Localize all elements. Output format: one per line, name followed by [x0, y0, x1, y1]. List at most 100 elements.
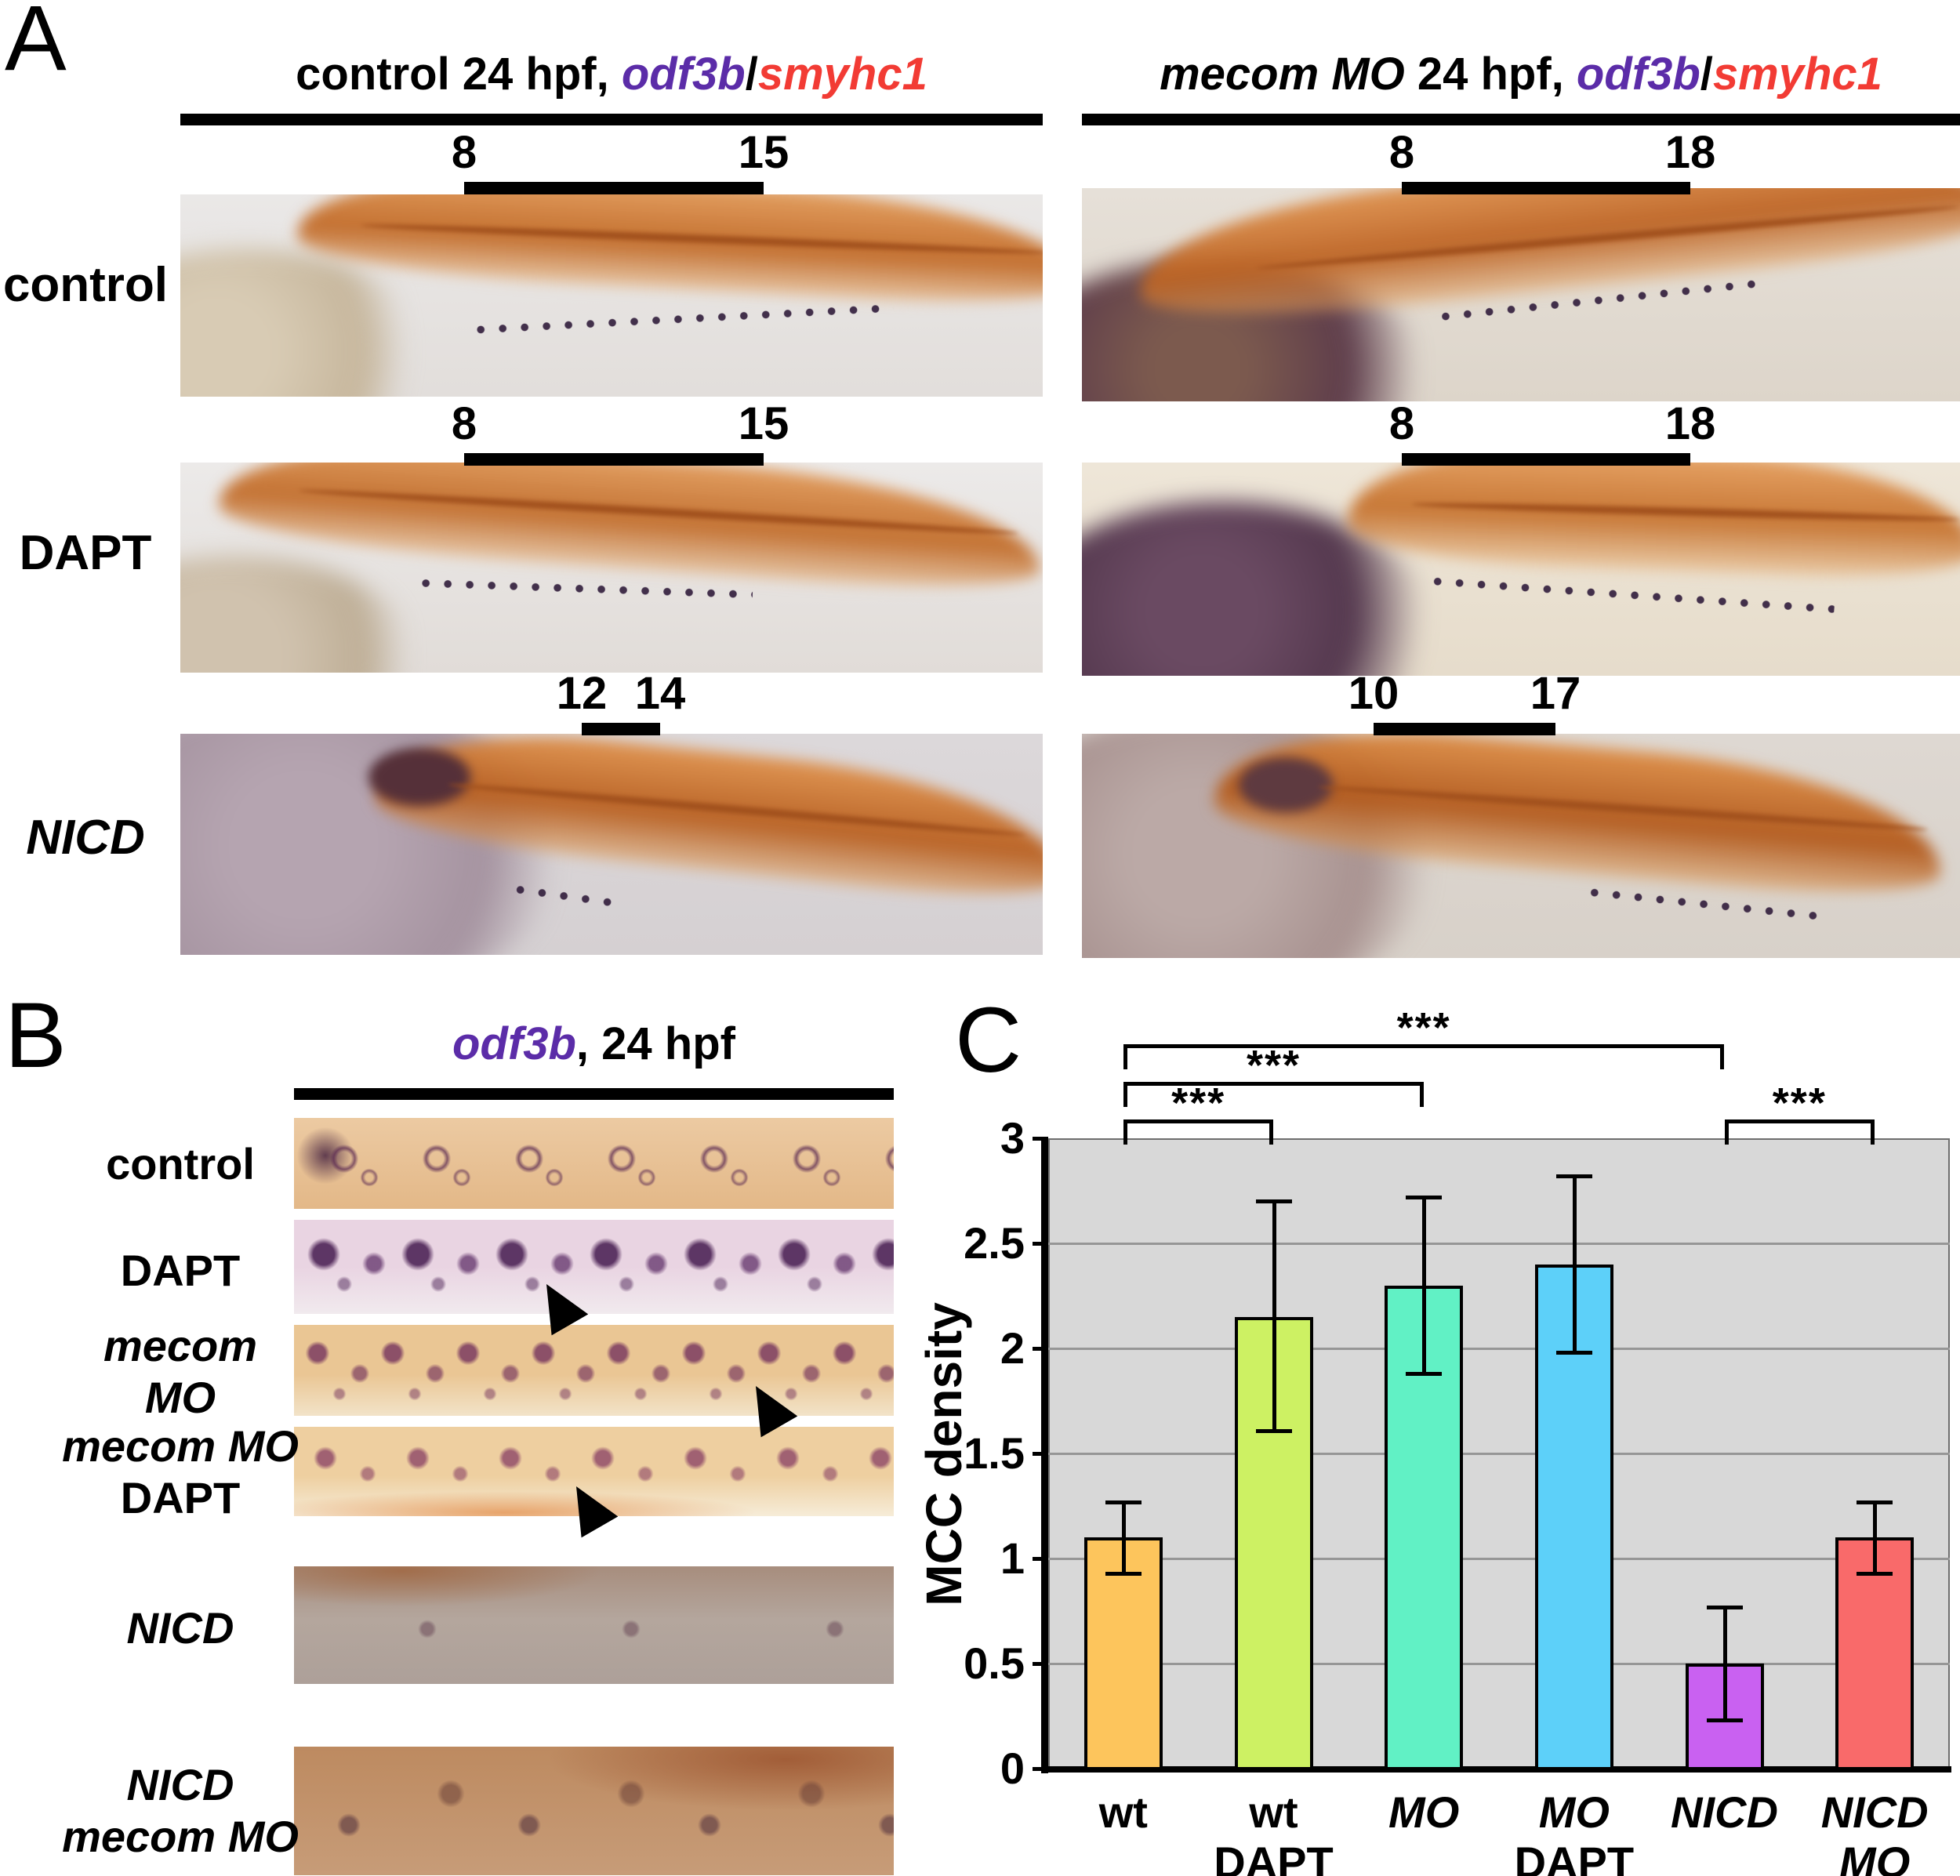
- text-part: smyhc1: [1712, 49, 1882, 100]
- text-part: mecom: [103, 1321, 258, 1370]
- y-axis-line: [1041, 1138, 1048, 1773]
- panel-b-row-label: NICD: [0, 1602, 361, 1654]
- x-category-label: NICD: [1639, 1787, 1811, 1838]
- label-line: MO: [0, 1372, 361, 1424]
- panel-b-label: B: [5, 984, 67, 1087]
- significance-stars: ***: [1396, 1004, 1451, 1051]
- micrograph-dapt-control: [180, 463, 1043, 673]
- text-part: DAPT: [1514, 1838, 1635, 1876]
- embryo-trunk: [1346, 463, 1960, 582]
- text-part: odf3b: [1576, 49, 1700, 100]
- mcc-dot-row: [470, 299, 895, 343]
- error-bar-cap-top: [1706, 1605, 1743, 1609]
- panel-a-row-label: DAPT: [0, 526, 171, 580]
- x-category-label: MO: [1338, 1787, 1510, 1838]
- error-bar-cap-top: [1406, 1196, 1443, 1200]
- y-tick-mark: [1033, 1452, 1048, 1456]
- panel-c-label: C: [955, 989, 1022, 1092]
- panel-a-label: A: [5, 0, 67, 90]
- error-bar-cap-bottom: [1555, 1351, 1592, 1355]
- label-line: DAPT: [0, 1245, 361, 1297]
- error-bar-line: [1422, 1197, 1427, 1374]
- label-line: mecom MO: [0, 1811, 361, 1863]
- somite-start-number: 8: [451, 398, 477, 449]
- text-part: NICD: [26, 811, 145, 865]
- error-bar-line: [1272, 1201, 1276, 1431]
- text-part: wt: [1098, 1787, 1148, 1837]
- y-tick-label: 2: [1000, 1323, 1025, 1373]
- label-line: MO: [1788, 1838, 1960, 1876]
- gridline: [1048, 1348, 1950, 1350]
- significance-bracket: [1724, 1119, 1875, 1145]
- error-bar-cap-bottom: [1406, 1372, 1443, 1377]
- label-line: MO: [1488, 1787, 1661, 1838]
- x-category-label: MO DAPT: [1488, 1787, 1661, 1876]
- micrograph-control-mecom-mo: [1082, 188, 1960, 401]
- y-tick-label: 0: [1000, 1744, 1025, 1793]
- error-bar-line: [1572, 1176, 1577, 1353]
- somite-end-number: 15: [738, 127, 789, 178]
- chart-bar: [1835, 1537, 1915, 1770]
- odf3b-strip: [294, 1118, 894, 1209]
- micrograph-nicd-mecom-mo: [1082, 734, 1960, 958]
- text-part: control: [106, 1139, 255, 1188]
- micrograph-control-control: [180, 194, 1043, 397]
- y-tick-label: 1: [1000, 1533, 1025, 1583]
- y-tick-mark: [1033, 1767, 1048, 1771]
- panel-a-row-label: NICD: [0, 811, 171, 865]
- text-part: NICD: [1820, 1787, 1929, 1837]
- significance-stars: ***: [1171, 1080, 1226, 1127]
- label-line: NICD: [1639, 1787, 1811, 1838]
- error-bar-line: [1873, 1501, 1878, 1573]
- somite-end-number: 14: [634, 668, 686, 719]
- x-category-label: NICD MO: [1788, 1787, 1960, 1876]
- y-tick-mark: [1033, 1137, 1048, 1141]
- somite-range-bar: [464, 453, 764, 466]
- error-bar-cap-bottom: [1105, 1571, 1142, 1576]
- mcc-dot-row: [415, 574, 753, 607]
- somite-range-bar: [1374, 723, 1555, 735]
- label-line: wt: [1037, 1787, 1210, 1838]
- label-line: wt: [1188, 1787, 1360, 1838]
- panel-b-row-label: mecom MO DAPT: [0, 1421, 361, 1524]
- y-tick-mark: [1033, 1662, 1048, 1666]
- significance-bracket: [1123, 1082, 1425, 1107]
- label-line: DAPT: [0, 1472, 361, 1524]
- error-bar-cap-bottom: [1706, 1718, 1743, 1723]
- gridline: [1048, 1558, 1950, 1560]
- header-underline: [294, 1088, 894, 1100]
- error-bar-line: [1722, 1606, 1727, 1721]
- x-category-label: wt DAPT: [1188, 1787, 1360, 1876]
- text-part: DAPT: [1214, 1838, 1334, 1876]
- text-part: NICD: [1671, 1787, 1778, 1837]
- odf3b-strip: [294, 1427, 894, 1516]
- panel-b-row-label: mecom MO: [0, 1320, 361, 1424]
- label-line: NICD: [0, 1759, 361, 1811]
- significance-stars: ***: [1246, 1042, 1301, 1089]
- label-line: DAPT: [1488, 1838, 1661, 1876]
- text-part: DAPT: [120, 1246, 241, 1295]
- somite-range-bar: [1402, 453, 1690, 466]
- stain-spot: [1239, 757, 1333, 812]
- text-part: MO: [1839, 1838, 1911, 1876]
- text-part: NICD: [126, 1603, 234, 1653]
- error-bar-cap-top: [1105, 1500, 1142, 1504]
- somite-end-number: 17: [1530, 668, 1581, 719]
- panel-b-row-label: DAPT: [0, 1245, 361, 1297]
- text-part: wt: [1249, 1787, 1298, 1837]
- text-part: control 24 hpf,: [296, 49, 622, 100]
- micrograph-dapt-mecom-mo: [1082, 463, 1960, 676]
- x-category-label: wt: [1037, 1787, 1210, 1838]
- text-part: /: [1700, 49, 1713, 100]
- text-part: MO: [1538, 1787, 1610, 1837]
- significance-stars: ***: [1772, 1080, 1827, 1127]
- text-part: DAPT: [19, 526, 152, 580]
- error-bar-cap-top: [1857, 1500, 1893, 1504]
- odf3b-strip: [294, 1220, 894, 1314]
- text-part: /: [745, 49, 758, 100]
- somite-start-number: 12: [556, 668, 608, 719]
- y-tick-mark: [1033, 1242, 1048, 1246]
- text-part: MO: [144, 1373, 216, 1423]
- x-axis-line: [1041, 1766, 1951, 1773]
- micrograph-nicd-control: [180, 734, 1043, 955]
